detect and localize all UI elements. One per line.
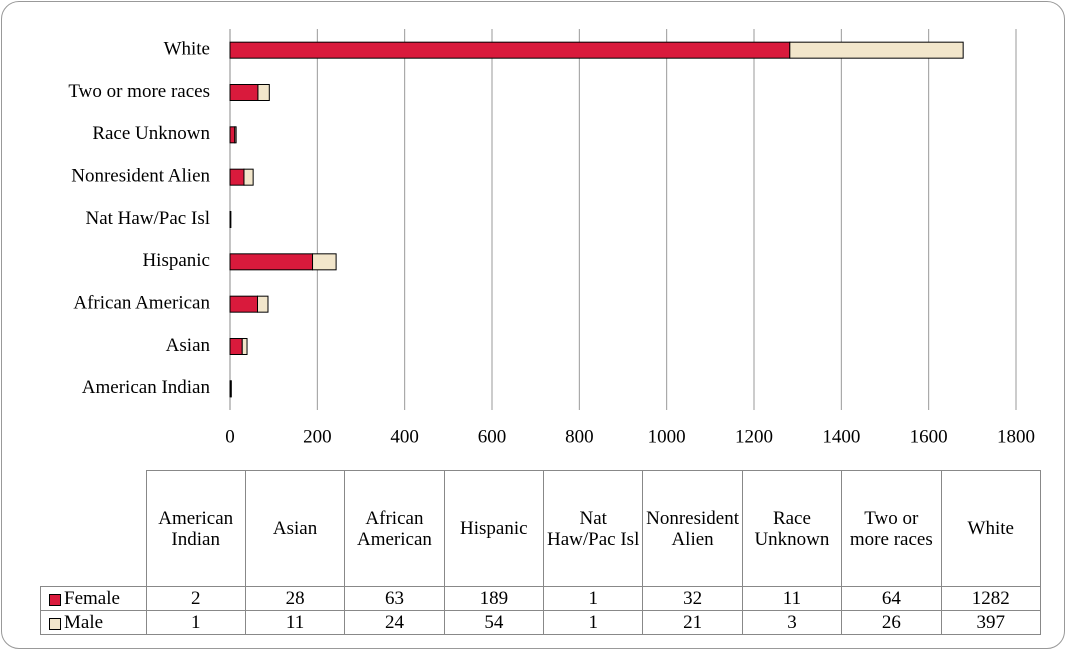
y-tick-label: American Indian (82, 377, 211, 398)
bar (229, 168, 245, 186)
table-value: 3 (741, 610, 843, 635)
bar (241, 338, 248, 355)
y-tick-label: Asian (166, 335, 211, 356)
table-row: Female 2 28 63 189 1 32 11 64 1282 (40, 586, 1041, 611)
table-value: 26 (841, 610, 942, 635)
table-value: 24 (344, 610, 445, 635)
bar (229, 253, 314, 271)
table-header-cell: White (940, 470, 1041, 587)
bar (229, 84, 259, 101)
table-value: 54 (443, 610, 545, 635)
y-tick-label: White (164, 39, 210, 60)
x-tick-label: 1600 (910, 426, 948, 447)
table-value: 397 (940, 610, 1041, 635)
legend-key (49, 593, 61, 606)
bar (257, 84, 270, 101)
table-header-cell: African American (344, 470, 445, 587)
table-header-cell: Two or more races (841, 470, 942, 587)
x-tick-label: 1800 (997, 426, 1035, 447)
bar (229, 338, 243, 355)
table-value: 28 (244, 586, 346, 611)
x-tick-label: 1400 (822, 426, 860, 447)
y-tick-label: Nat Haw/Pac Isl (85, 208, 210, 229)
x-tick-label: 600 (478, 426, 507, 447)
bar (229, 295, 259, 313)
legend-label: Male (64, 612, 104, 633)
x-tick-label: 200 (303, 426, 332, 447)
table-value: 1 (145, 610, 246, 635)
legend-cell: Female (40, 586, 147, 611)
x-tick-label: 1000 (648, 426, 686, 447)
bar (312, 253, 337, 271)
table-header-cell: Race Unknown (741, 470, 843, 587)
y-tick-label: Hispanic (142, 250, 210, 271)
table-header-cell: Nonresident Alien (642, 470, 743, 587)
x-tick-label: 0 (225, 426, 235, 447)
table-value: 21 (642, 610, 743, 635)
y-tick-label: African American (73, 293, 210, 314)
table-value: 189 (443, 586, 545, 611)
table-value: 1282 (940, 586, 1041, 611)
table-value: 2 (145, 586, 246, 611)
table-header-cell: Nat Haw/Pac Isl (542, 470, 644, 587)
bar (243, 168, 254, 186)
legend-label: Female (64, 588, 120, 609)
table-header-row: American Indian Asian African American Hisp… (40, 470, 1041, 587)
table-value: 1 (542, 586, 644, 611)
table-header-cell: American Indian (145, 470, 246, 587)
table-value: 32 (642, 586, 743, 611)
table-corner (40, 470, 147, 587)
table-header-cell: Hispanic (443, 470, 545, 587)
bar (789, 41, 964, 59)
x-tick-label: 400 (390, 426, 419, 447)
bar (257, 295, 269, 313)
x-tick-label: 800 (565, 426, 594, 447)
table-value: 11 (244, 610, 346, 635)
bar (229, 126, 236, 144)
data-table: American Indian Asian African American Hisp… (40, 470, 1041, 635)
x-tick-label: 1200 (735, 426, 773, 447)
bar (229, 41, 791, 59)
table-value: 11 (741, 586, 843, 611)
y-tick-label: Race Unknown (92, 123, 210, 144)
bar (234, 126, 237, 144)
y-tick-label: Nonresident Alien (71, 166, 210, 187)
legend-cell: Male (40, 610, 147, 635)
legend-key (49, 617, 61, 630)
table-header-cell: Asian (244, 470, 346, 587)
table-value: 63 (344, 586, 445, 611)
table-value: 1 (542, 610, 644, 635)
table-value: 64 (841, 586, 942, 611)
table-row: Male 1 11 24 54 1 21 3 26 397 (40, 610, 1041, 635)
y-tick-label: Two or more races (68, 81, 210, 102)
